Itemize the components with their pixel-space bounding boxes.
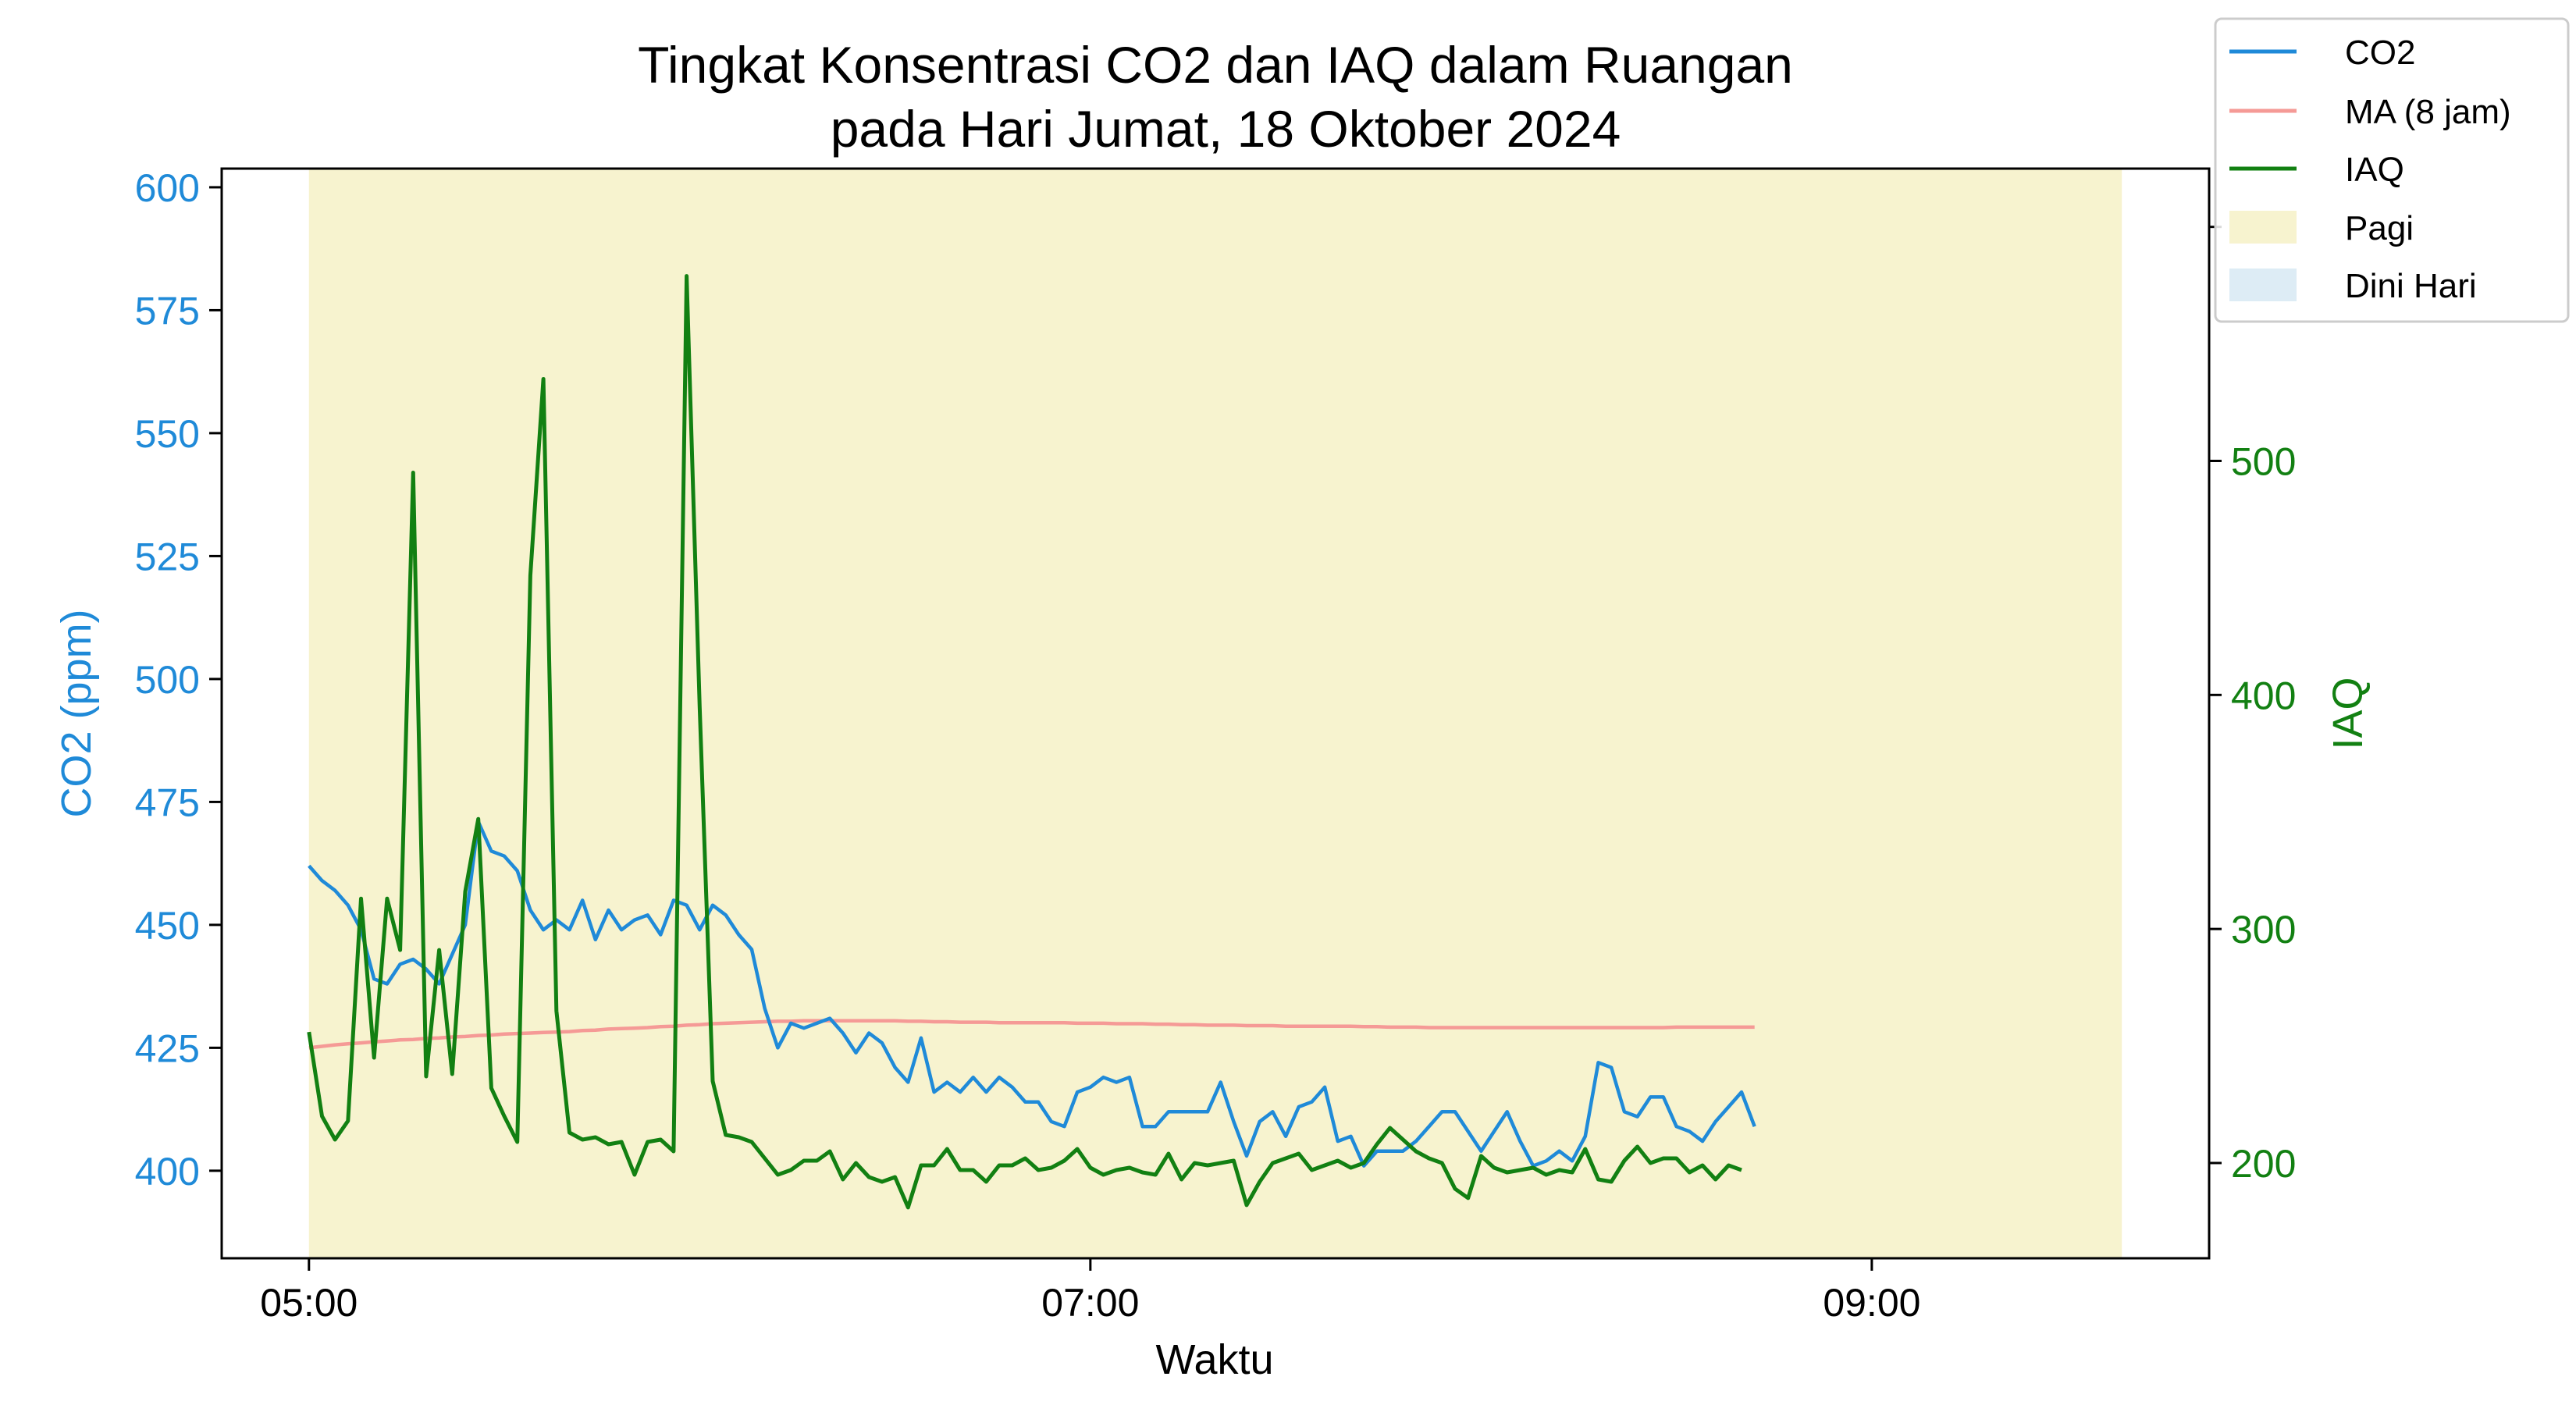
plot-frame [220, 167, 2211, 1260]
y-right-tick-label: 300 [2231, 908, 2296, 951]
x-axis-label: Waktu [1155, 1336, 1273, 1383]
y-left-tick-label: 600 [135, 166, 200, 210]
y-left-tick-label: 500 [135, 658, 200, 702]
y-left-tick-label: 400 [135, 1150, 200, 1193]
shaded-region-pagi [308, 169, 2122, 1258]
x-axis: 05:00 07:00 09:00 [260, 1258, 1920, 1325]
y-left-tick-label: 450 [135, 904, 200, 948]
y-left-tick-label: 575 [135, 289, 200, 333]
chart-title-line-1: Tingkat Konsentrasi CO2 dan IAQ dalam Ru… [638, 36, 1793, 94]
legend-swatch-pagi [2229, 211, 2297, 244]
y-right-tick-label: 200 [2231, 1142, 2296, 1186]
y-axis-left: 400 425 450 475 500 525 550 575 600 [135, 166, 222, 1193]
series-line-co2 [308, 820, 1756, 1168]
legend: CO2 MA (8 jam) IAQ Pagi Dini Hari [2214, 17, 2570, 323]
legend-label-co2: CO2 [2345, 34, 2415, 72]
series-line-ma-8-jam [308, 1019, 1755, 1050]
legend-label-ma: MA (8 jam) [2345, 93, 2511, 131]
x-tick-label: 07:00 [1041, 1281, 1139, 1325]
y-axis-left-label: CO2 (ppm) [53, 609, 100, 817]
legend-label-iaq: IAQ [2345, 151, 2404, 189]
y-right-tick-label: 500 [2231, 439, 2296, 483]
series-line-iaq [307, 274, 1742, 1210]
y-left-tick-label: 425 [135, 1026, 200, 1070]
x-tick-label: 09:00 [1823, 1281, 1920, 1325]
legend-swatch-dini-hari [2229, 269, 2297, 301]
legend-label-dini-hari: Dini Hari [2345, 267, 2477, 305]
y-left-tick-label: 550 [135, 412, 200, 456]
y-left-tick-label: 475 [135, 781, 200, 824]
y-axis-right-label: IAQ [2325, 677, 2371, 749]
legend-label-pagi: Pagi [2345, 209, 2414, 247]
chart-title-line-2: pada Hari Jumat, 18 Oktober 2024 [831, 100, 1621, 158]
legend-box [2214, 17, 2570, 323]
y-right-tick-label: 400 [2231, 674, 2296, 717]
y-axis-right: 200300400500600 [2209, 206, 2296, 1186]
x-tick-label: 05:00 [260, 1281, 358, 1325]
y-left-tick-label: 525 [135, 535, 200, 578]
